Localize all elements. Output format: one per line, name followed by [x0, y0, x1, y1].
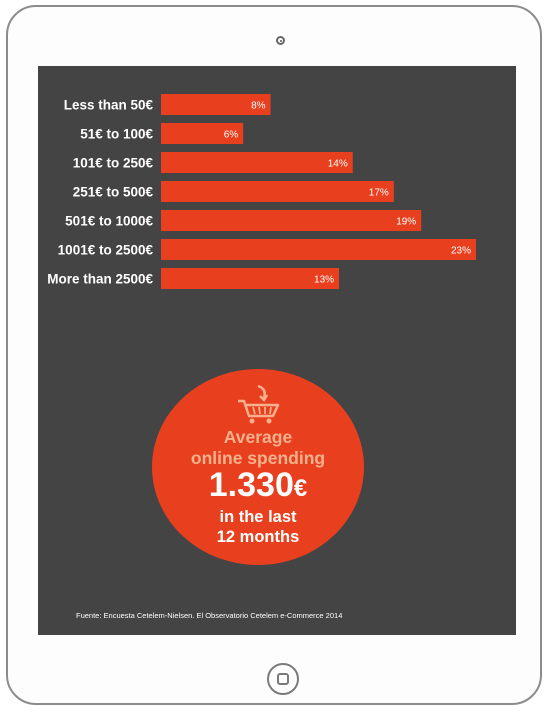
category-label: 51€ to 100€	[80, 127, 153, 142]
callout-amount: 1.330€	[152, 465, 364, 512]
value-label: 8%	[251, 101, 266, 112]
home-button[interactable]	[267, 663, 299, 695]
average-spending-callout: Average online spending 1.330€ in the la…	[152, 369, 364, 565]
category-label: More than 2500€	[47, 272, 153, 287]
amount-currency: €	[293, 475, 308, 502]
value-label: 19%	[396, 217, 416, 228]
value-label: 13%	[314, 275, 334, 286]
value-label: 14%	[328, 159, 348, 170]
bar	[161, 210, 422, 231]
bar	[161, 239, 476, 260]
source-note: Fuente: Encuesta Cetelem-Nielsen. El Obs…	[76, 611, 343, 620]
callout-line-12-months: 12 months	[216, 528, 300, 546]
amount-value: 1.330	[208, 466, 294, 504]
category-label: 1001€ to 2500€	[58, 243, 154, 258]
shopping-cart-icon	[238, 385, 280, 424]
callout-line-average: Average	[223, 427, 293, 447]
bar	[161, 268, 340, 289]
category-label: Less than 50€	[64, 98, 154, 113]
spending-bar-chart: Less than 50€ 8% 51€ to 100€ 6% 101€ to 250€…	[47, 94, 476, 289]
category-label: 251€ to 500€	[73, 185, 154, 200]
value-label: 6%	[224, 130, 239, 141]
bar	[161, 94, 271, 115]
callout-line-in-the-last: in the last	[219, 508, 297, 526]
camera-icon	[276, 36, 285, 45]
bar	[161, 181, 394, 202]
bar	[161, 152, 353, 173]
bar	[161, 123, 244, 144]
infographic-screen: Less than 50€ 8% 51€ to 100€ 6% 101€ to 250€…	[38, 66, 516, 635]
category-label: 501€ to 1000€	[65, 214, 153, 229]
value-label: 17%	[369, 188, 389, 199]
value-label: 23%	[451, 246, 471, 257]
callout-line-online-spending: online spending	[190, 448, 326, 468]
category-label: 101€ to 250€	[73, 156, 154, 171]
